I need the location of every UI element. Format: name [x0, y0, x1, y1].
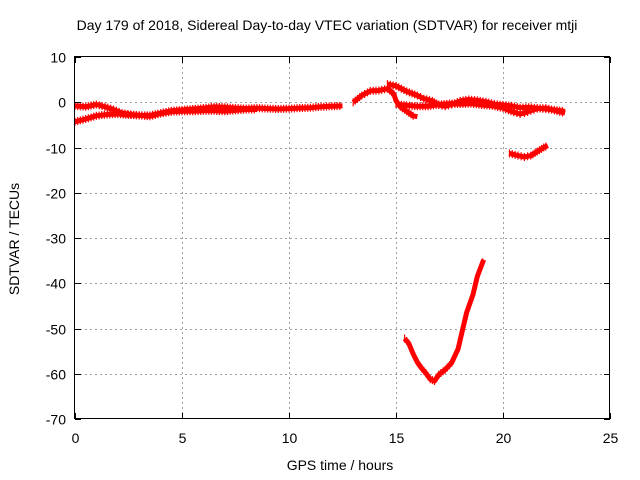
- y-tick-label: 0: [58, 95, 66, 111]
- y-tick-label: -70: [46, 412, 66, 428]
- y-tick-label: 10: [50, 50, 66, 66]
- axis-ticks: 0 5 10 15 20 25 10 0 -10 -20 -30 -40 -50 -60 -70: [46, 50, 619, 447]
- series-markers-track-b: [74, 105, 255, 126]
- y-tick-label: -40: [46, 276, 66, 292]
- x-tick-label: 15: [389, 430, 405, 446]
- y-tick-label: -30: [46, 231, 66, 247]
- series-markers-track-g: [404, 258, 484, 385]
- series-markers-track-e: [395, 99, 564, 118]
- grid: [75, 57, 610, 419]
- y-tick-label: -10: [46, 141, 66, 157]
- series-markers-track-f: [508, 142, 547, 161]
- x-tick-label: 20: [496, 430, 512, 446]
- y-tick-label: -50: [46, 322, 66, 338]
- y-tick-label: -60: [46, 367, 66, 383]
- x-tick-label: 10: [282, 430, 298, 446]
- x-axis-title: GPS time / hours: [287, 457, 394, 473]
- x-tick-label: 25: [603, 430, 619, 446]
- plot-frame: [74, 56, 610, 419]
- series-layer: [74, 80, 566, 385]
- x-tick-label: 5: [179, 430, 187, 446]
- chart-title: Day 179 of 2018, Sidereal Day-to-day VTE…: [77, 17, 578, 33]
- y-tick-label: -20: [46, 186, 66, 202]
- y-axis-title: SDTVAR / TECUs: [6, 183, 22, 295]
- x-tick-label: 0: [72, 430, 80, 446]
